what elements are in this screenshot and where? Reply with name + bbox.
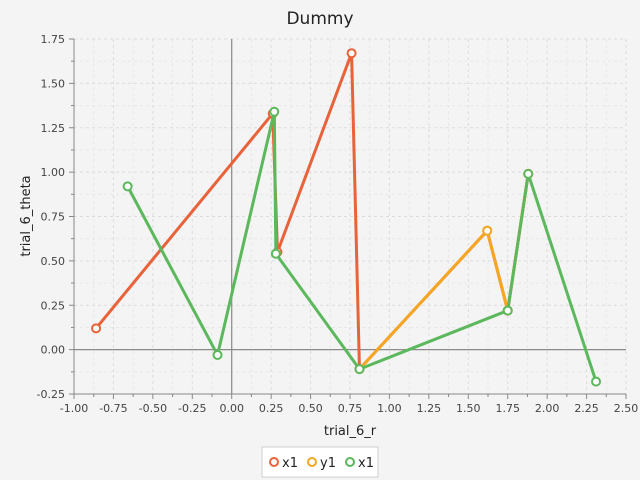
x-tick-label: 0.00 [219, 402, 244, 415]
chart-title: Dummy [286, 9, 353, 29]
x-tick-label: 0.50 [298, 402, 323, 415]
data-point [482, 225, 493, 236]
data-point [502, 305, 513, 316]
y-tick-label: 1.00 [41, 166, 66, 179]
data-point [591, 376, 602, 387]
y-tick-label: 1.25 [41, 122, 66, 135]
data-point [91, 323, 102, 334]
data-point [122, 181, 133, 192]
y-tick-label: -0.25 [37, 388, 65, 401]
data-point [523, 168, 534, 179]
data-point [354, 364, 365, 375]
x-tick-label: -0.75 [99, 402, 127, 415]
legend-marker [345, 457, 355, 467]
x-tick-label: -0.25 [178, 402, 206, 415]
x-tick-label: 0.75 [338, 402, 363, 415]
grid [73, 38, 627, 395]
x-tick-label: 2.50 [614, 402, 639, 415]
data-point [346, 48, 357, 59]
legend-marker [269, 457, 279, 467]
y-tick-label: 1.75 [41, 33, 66, 46]
x-tick-label: -1.00 [60, 402, 88, 415]
x-tick-label: 1.50 [456, 402, 481, 415]
data-point [269, 106, 280, 117]
legend[interactable]: x1 y1 x1 [261, 446, 379, 478]
series-line [126, 110, 598, 384]
data-point [212, 349, 223, 360]
y-tick-label: 0.00 [41, 344, 66, 357]
x-tick-label: 1.25 [417, 402, 442, 415]
axes [69, 38, 627, 399]
legend-label: x1 [282, 456, 298, 471]
y-tick-label: 1.50 [41, 77, 66, 90]
y-axis-title: trial_6_theta [19, 175, 34, 256]
x-tick-label: 1.75 [495, 402, 520, 415]
data-point [270, 248, 281, 259]
y-tick-label: 0.75 [41, 211, 66, 224]
y-tick-label: 0.50 [41, 255, 66, 268]
legend-box [261, 446, 379, 478]
x-tick-label: -0.50 [139, 402, 167, 415]
x-tick-label: 2.25 [574, 402, 599, 415]
y-tick-label: 0.25 [41, 299, 66, 312]
legend-label: y1 [320, 456, 336, 471]
series-lines [91, 48, 602, 387]
x-axis-title: trial_6_r [324, 424, 377, 439]
x-tick-label: 1.00 [377, 402, 402, 415]
x-tick-label: 2.00 [535, 402, 560, 415]
x-tick-label: 0.25 [259, 402, 284, 415]
legend-label: x1 [358, 456, 374, 471]
series-3 [122, 106, 602, 387]
legend-item[interactable]: y1 [307, 456, 336, 471]
legend-marker [307, 457, 317, 467]
tick-labels: -1.00 -0.75 -0.50 -0.25 0.00 0.25 0.50 0.75 1.00… [37, 33, 639, 415]
legend-item[interactable]: x1 [345, 456, 374, 471]
legend-item[interactable]: x1 [269, 456, 298, 471]
